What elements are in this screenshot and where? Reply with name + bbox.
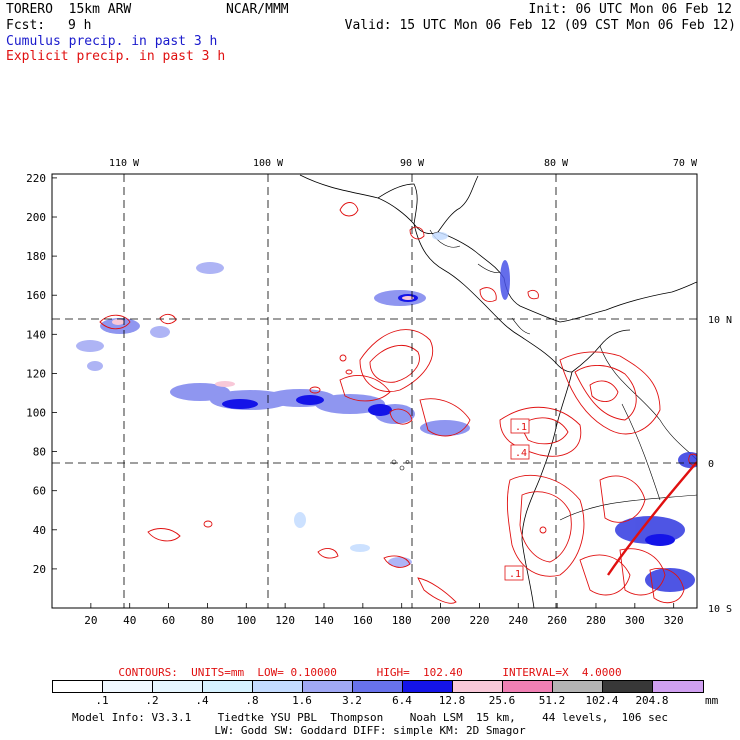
y-tick-label: 200 bbox=[26, 211, 46, 224]
colorbar-label: .8 bbox=[245, 694, 259, 707]
x-tick-label: 240 bbox=[508, 614, 528, 627]
colorbar-swatch bbox=[153, 681, 203, 692]
x-tick-label: 20 bbox=[84, 614, 97, 627]
x-tick-label: 200 bbox=[431, 614, 451, 627]
longitude-label: 80 W bbox=[544, 158, 569, 169]
colorbar-label: 12.8 bbox=[438, 694, 466, 707]
y-tick-label: 20 bbox=[33, 563, 46, 576]
country-borders bbox=[429, 229, 697, 521]
yucatan-coast bbox=[377, 183, 418, 225]
longitude-label: 70 W bbox=[673, 158, 698, 169]
colorbar-swatch bbox=[453, 681, 503, 692]
model-info-line-2: LW: Godd SW: Goddard DIFF: simple KM: 2D… bbox=[214, 724, 526, 737]
colorbar-label: 51.2 bbox=[538, 694, 566, 707]
colorbar-swatch bbox=[203, 681, 253, 692]
colorbar-label: .4 bbox=[195, 694, 209, 707]
y-tick-label: 100 bbox=[26, 407, 46, 420]
colorbar-label: 204.8 bbox=[635, 694, 669, 707]
explicit-precip-contours bbox=[99, 202, 697, 604]
longitude-label: 110 W bbox=[109, 158, 140, 169]
x-tick-label: 220 bbox=[469, 614, 489, 627]
x-tick-label: 60 bbox=[162, 614, 175, 627]
latitude-label: 0 bbox=[708, 459, 714, 470]
latitude-label: 10 S bbox=[708, 604, 732, 615]
organization: NCAR/MMM bbox=[226, 2, 289, 17]
map-label-1: .1 bbox=[515, 422, 527, 433]
south-america-coast bbox=[521, 371, 573, 608]
heavy-precip-cores bbox=[112, 296, 414, 387]
init-time: Init: 06 UTC Mon 06 Feb 12 bbox=[528, 2, 733, 17]
colorbar-swatch bbox=[303, 681, 353, 692]
y-tick-label: 160 bbox=[26, 289, 46, 302]
colorbar-swatch bbox=[103, 681, 153, 692]
cumulus-precip-cores bbox=[222, 294, 675, 546]
legend-explicit-precip: Explicit precip. in past 3 h bbox=[6, 49, 226, 64]
colorbar-label: 6.4 bbox=[392, 694, 412, 707]
x-tick-label: 140 bbox=[314, 614, 334, 627]
colorbar bbox=[52, 680, 704, 693]
map-label-3: .1 bbox=[509, 569, 521, 580]
y-tick-label: 40 bbox=[33, 524, 46, 537]
longitude-label: 100 W bbox=[253, 158, 284, 169]
map-label-2: .4 bbox=[515, 448, 527, 459]
y-tick-label: 140 bbox=[26, 328, 46, 341]
caribbean-coast bbox=[437, 231, 697, 323]
y-tick-label: 220 bbox=[26, 172, 46, 185]
y-tick-label: 180 bbox=[26, 250, 46, 263]
central-america-pacific-coast bbox=[413, 223, 631, 373]
colorbar-swatch bbox=[653, 681, 703, 692]
colorbar-swatch bbox=[503, 681, 553, 692]
colorbar-label: .1 bbox=[95, 694, 109, 707]
plot-frame bbox=[51, 173, 698, 609]
colorbar-swatch bbox=[403, 681, 453, 692]
x-tick-label: 80 bbox=[201, 614, 214, 627]
forecast-label: Fcst: bbox=[6, 18, 46, 33]
forecast-hours: 9 h bbox=[68, 18, 92, 33]
legend-cumulus-precip: Cumulus precip. in past 3 h bbox=[6, 34, 218, 49]
model-name: TORERO 15km ARW bbox=[6, 2, 132, 17]
colorbar-swatch bbox=[353, 681, 403, 692]
map-value-labels: .1 .4 .1 bbox=[504, 418, 530, 581]
model-info-line-1: Model Info: V3.3.1 Tiedtke YSU PBL Thomp… bbox=[71, 711, 669, 724]
colorbar-unit: mm bbox=[705, 694, 719, 707]
x-tick-label: 280 bbox=[586, 614, 606, 627]
colorbar-swatch bbox=[553, 681, 603, 692]
longitude-label: 90 W bbox=[400, 158, 425, 169]
colorbar-swatch bbox=[603, 681, 653, 692]
x-tick-label: 180 bbox=[392, 614, 412, 627]
x-tick-label: 260 bbox=[547, 614, 567, 627]
heavy-rain-band bbox=[607, 461, 697, 576]
colorbar-swatch bbox=[253, 681, 303, 692]
x-tick-label: 100 bbox=[236, 614, 256, 627]
graticule bbox=[52, 174, 697, 608]
y-tick-label: 60 bbox=[33, 485, 46, 498]
y-tick-label: 80 bbox=[33, 446, 46, 459]
colorbar-label: 102.4 bbox=[585, 694, 619, 707]
x-tick-label: 120 bbox=[275, 614, 295, 627]
x-tick-label: 320 bbox=[664, 614, 684, 627]
colorbar-swatch bbox=[53, 681, 103, 692]
latitude-label: 10 N bbox=[708, 315, 732, 326]
valid-time: Valid: 15 UTC Mon 06 Feb 12 (09 CST Mon … bbox=[344, 18, 736, 33]
colorbar-label: .2 bbox=[145, 694, 159, 707]
x-tick-label: 160 bbox=[353, 614, 373, 627]
colorbar-label: 3.2 bbox=[342, 694, 362, 707]
y-tick-label: 120 bbox=[26, 367, 46, 380]
contours-info: CONTOURS: UNITS=mm LOW= 0.10000 HIGH= 10… bbox=[118, 666, 622, 679]
colorbar-label: 1.6 bbox=[292, 694, 312, 707]
colorbar-label: 25.6 bbox=[488, 694, 516, 707]
x-tick-label: 300 bbox=[625, 614, 645, 627]
x-tick-label: 40 bbox=[123, 614, 136, 627]
central-america-coastline bbox=[299, 174, 479, 234]
